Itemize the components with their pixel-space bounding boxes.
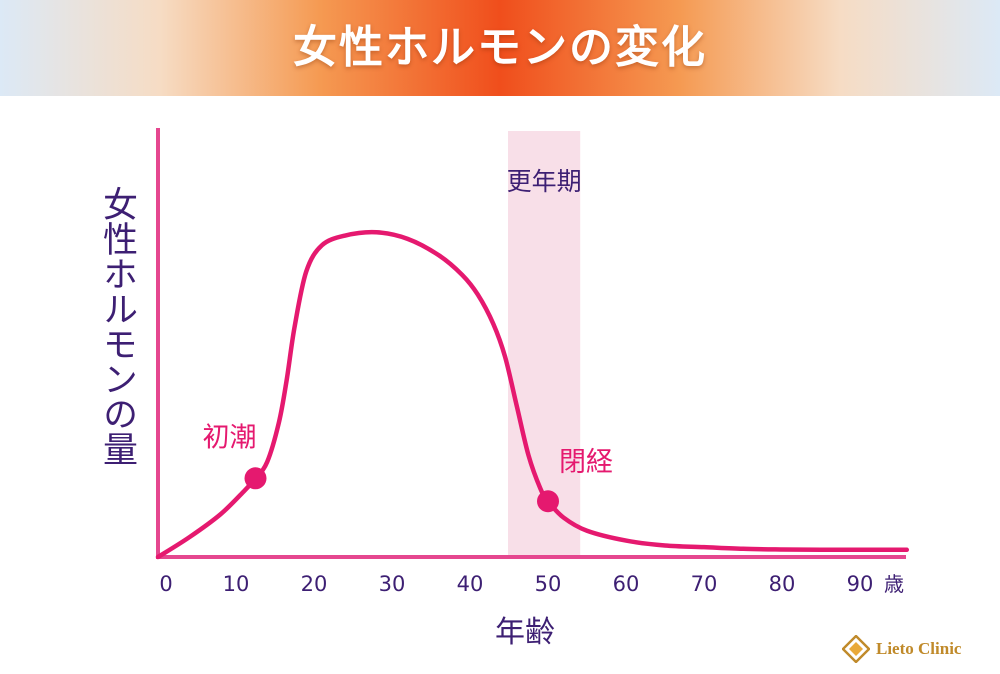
x-tick-label: 60: [613, 572, 640, 596]
x-tick-label: 10: [223, 572, 250, 596]
logo-mark-icon: [842, 635, 870, 663]
x-tick-label: 40: [457, 572, 484, 596]
menopause-band: [508, 131, 581, 557]
x-unit-label: 歳: [884, 572, 904, 596]
x-tick-label: 80: [769, 572, 796, 596]
series-line: [155, 229, 910, 560]
x-tick-label: 70: [691, 572, 718, 596]
annotation-marker: [537, 490, 559, 513]
plot-background: [0, 96, 1000, 674]
annotation-label: 閉経: [559, 447, 613, 478]
logo-text: Lieto Clinic: [876, 639, 962, 658]
clinic-logo: Lieto Clinic: [842, 634, 961, 664]
y-axis-label: 女性ホルモンの量: [97, 186, 137, 466]
x-tick-label: 20: [301, 572, 328, 596]
annotation-label: 初潮: [203, 422, 257, 453]
annotation-marker: [244, 467, 267, 490]
x-tick-label: 50: [535, 572, 562, 596]
title-banner: [0, 0, 1000, 96]
x-tick-label: 30: [379, 572, 406, 596]
menopause-label: 更年期: [507, 167, 582, 196]
x-axis-label: 年齢: [495, 615, 555, 650]
x-tick-label: 0: [159, 572, 172, 596]
x-tick-label: 90: [847, 572, 874, 596]
page-title: 女性ホルモンの変化: [293, 22, 707, 73]
